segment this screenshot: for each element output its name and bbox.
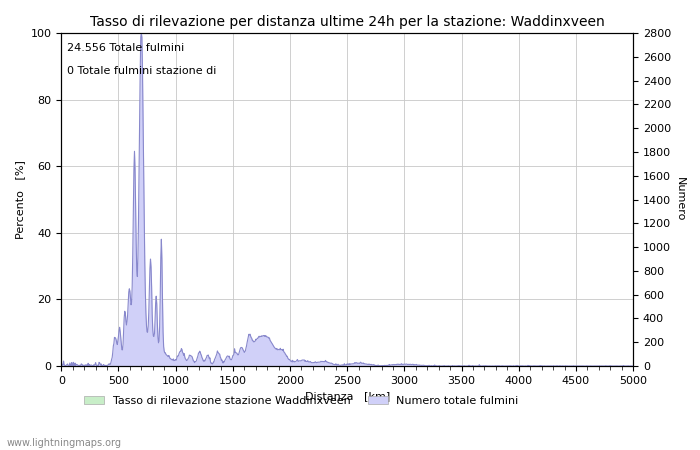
Text: www.lightningmaps.org: www.lightningmaps.org [7, 438, 122, 448]
Y-axis label: Percento   [%]: Percento [%] [15, 160, 25, 239]
Y-axis label: Numero: Numero [675, 177, 685, 222]
Text: 0 Totale fulmini stazione di: 0 Totale fulmini stazione di [67, 66, 216, 76]
Title: Tasso di rilevazione per distanza ultime 24h per la stazione: Waddinxveen: Tasso di rilevazione per distanza ultime… [90, 15, 605, 29]
Text: 24.556 Totale fulmini: 24.556 Totale fulmini [67, 43, 184, 53]
Legend: Tasso di rilevazione stazione Waddinxveen, Numero totale fulmini: Tasso di rilevazione stazione Waddinxvee… [80, 392, 523, 410]
X-axis label: Distanza   [km]: Distanza [km] [304, 392, 390, 401]
